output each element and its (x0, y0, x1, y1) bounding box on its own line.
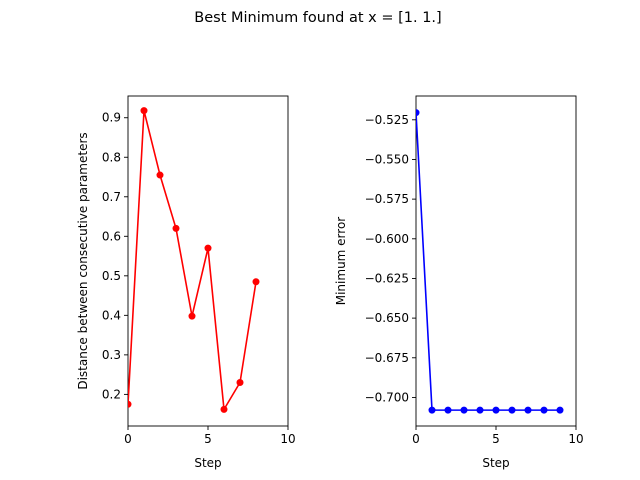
plot-area (128, 107, 260, 413)
data-point (140, 107, 148, 115)
y-tick-label: 0.6 (102, 229, 121, 243)
x-tick-label: 10 (568, 432, 583, 446)
data-point (156, 171, 164, 179)
y-tick-label: 0.9 (102, 111, 121, 125)
y-tick-label: −0.525 (365, 113, 409, 127)
left-axes: 0 5 10 0.2 0.3 0.4 0.5 0.6 0.7 0.8 0.9 Step Distance… (76, 95, 296, 470)
y-tick-label: 0.7 (102, 190, 121, 204)
x-axis-label: Step (194, 456, 221, 470)
data-point (460, 406, 468, 414)
data-point (492, 406, 500, 414)
y-tick-label: −0.575 (365, 192, 409, 206)
data-point (476, 406, 484, 414)
y-axis-label: Distance between consecutive parameters (76, 132, 90, 389)
y-tick-label: −0.675 (365, 351, 409, 365)
data-point (556, 406, 564, 414)
data-point (416, 109, 420, 117)
data-point (252, 278, 260, 286)
x-tick-label: 0 (124, 432, 132, 446)
data-point (508, 406, 516, 414)
y-tick-label: −0.650 (365, 311, 409, 325)
y-tick-label: 0.2 (102, 387, 121, 401)
data-point (444, 406, 452, 414)
data-point (220, 405, 228, 413)
y-tick-label: 0.8 (102, 150, 121, 164)
x-tick-label: 5 (204, 432, 212, 446)
x-tick-label: 5 (492, 432, 500, 446)
y-tick-label: −0.625 (365, 271, 409, 285)
x-tick-label: 0 (412, 432, 420, 446)
data-point (428, 406, 436, 414)
data-point (236, 379, 244, 387)
axes-frame (415, 95, 577, 427)
plot-area (416, 109, 564, 414)
series-line (128, 110, 257, 412)
x-axis-label: Step (482, 456, 509, 470)
y-tick-label: −0.550 (365, 152, 409, 166)
y-tick-label: 0.5 (102, 269, 121, 283)
data-point (540, 406, 548, 414)
figure-suptitle: Best Minimum found at x = [1. 1.] (194, 10, 441, 26)
data-point (188, 312, 196, 320)
right-axes: 0 5 10 −0.525 −0.550 −0.575 −0.600 −0.625 −0.650… (334, 95, 584, 470)
y-tick-label: 0.4 (102, 308, 121, 322)
data-point (172, 224, 180, 232)
y-tick-label: −0.700 (365, 390, 409, 404)
data-point (204, 244, 212, 252)
series-line (416, 112, 560, 411)
data-point (524, 406, 532, 414)
y-axis-label: Minimum error (334, 217, 348, 306)
data-point (128, 400, 132, 408)
x-tick-label: 10 (280, 432, 295, 446)
y-tick-label: −0.600 (365, 232, 409, 246)
y-tick-label: 0.3 (102, 348, 121, 362)
